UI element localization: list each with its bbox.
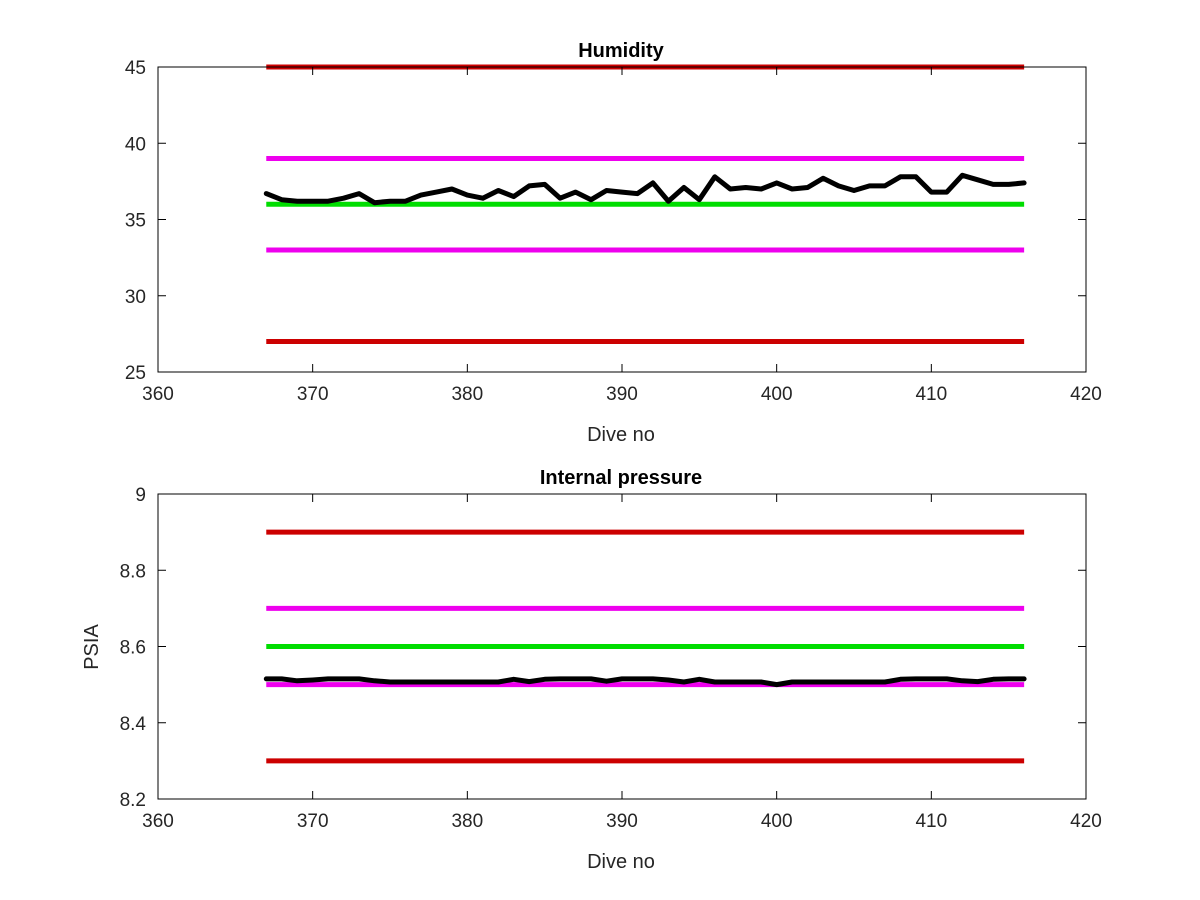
humidity-x-tick-label: 410 [915,384,947,405]
humidity-x-tick-label: 380 [451,384,483,405]
humidity-x-tick-label: 400 [761,384,793,405]
pressure-y-tick-label: 8.2 [120,790,146,811]
pressure-data-series-0 [263,676,1027,688]
humidity-data-series-0 [263,172,1027,206]
pressure-y-tick-label: 8.4 [120,714,147,735]
pressure-y-tick-label: 9 [135,485,146,506]
humidity-axes-frame [157,66,1087,373]
pressure-x-tick-label: 360 [142,811,174,832]
humidity-y-tick-label: 30 [125,287,146,308]
pressure-x-tick-label: 380 [451,811,483,832]
pressure-y-axis-label: PSIA [81,624,103,670]
pressure-panel: Internal pressure Dive no PSIA 360 370 380… [81,467,1102,873]
humidity-ticks: 360 370 380 390 400 410 420 25 30 35 40 45 [125,58,1102,405]
humidity-y-tick-label: 45 [125,58,146,79]
humidity-y-tick-label: 35 [125,211,146,232]
pressure-x-axis-label: Dive no [587,851,655,873]
pressure-x-tick-label: 370 [297,811,329,832]
humidity-x-axis-label: Dive no [587,424,655,446]
humidity-y-tick-label: 25 [125,363,146,384]
humidity-panel: Humidity Dive no 360 370 380 390 400 410 420 25… [125,40,1102,446]
humidity-x-tick-label: 370 [297,384,329,405]
humidity-y-tick-label: 40 [125,134,146,155]
humidity-plot-area [263,64,1027,344]
humidity-x-tick-label: 360 [142,384,174,405]
pressure-ticks: 360 370 380 390 400 410 420 8.2 8.4 8.6 8.8 9 [120,485,1102,832]
pressure-x-tick-label: 410 [915,811,947,832]
pressure-x-tick-label: 420 [1070,811,1102,832]
pressure-x-tick-label: 390 [606,811,638,832]
humidity-x-tick-label: 390 [606,384,638,405]
pressure-y-tick-label: 8.8 [120,561,146,582]
humidity-x-tick-label: 420 [1070,384,1102,405]
pressure-plot-area [263,529,1027,764]
pressure-title: Internal pressure [540,467,702,489]
humidity-title: Humidity [578,40,664,62]
pressure-y-tick-label: 8.6 [120,638,146,659]
pressure-x-tick-label: 400 [761,811,793,832]
